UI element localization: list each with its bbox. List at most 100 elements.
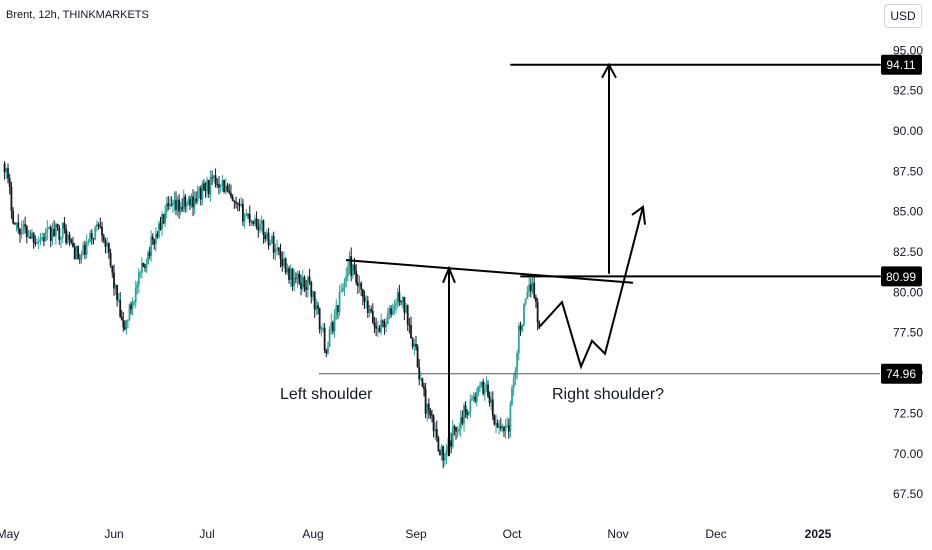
candle-body	[46, 228, 49, 233]
candle-body	[435, 429, 438, 438]
candle-body	[253, 218, 256, 224]
candle-body	[72, 242, 74, 248]
neckline	[345, 259, 634, 284]
candle-body	[538, 322, 541, 329]
projected-path-arrow-head	[631, 205, 646, 225]
candle-body	[10, 187, 13, 211]
candle-body	[378, 327, 381, 333]
symbol-title: Brent, 12h, THINKMARKETS	[6, 9, 149, 21]
candle-body	[262, 220, 265, 235]
candle-body	[443, 457, 446, 461]
candle-body	[480, 381, 483, 385]
candle-body	[272, 236, 275, 253]
candle-body	[151, 236, 154, 240]
candle-body	[195, 198, 198, 202]
candle-body	[212, 175, 215, 178]
candle-body	[440, 446, 443, 456]
candle-body	[68, 234, 71, 240]
candle-body	[204, 189, 207, 192]
candle-body	[526, 291, 529, 299]
candle-body	[406, 305, 409, 325]
candle-body	[411, 338, 414, 347]
candle-body	[434, 429, 437, 432]
candle-body	[383, 321, 386, 328]
candle-body	[317, 305, 319, 309]
candle-body	[209, 177, 212, 195]
candle-body	[401, 297, 404, 303]
candle-body	[322, 327, 324, 330]
candle-body	[323, 327, 326, 351]
candle-body	[193, 198, 196, 208]
candle-body	[90, 233, 93, 239]
candle-body	[451, 426, 454, 447]
candle-body	[458, 428, 461, 432]
left-shoulder-label: Left shoulder	[280, 386, 373, 403]
candle-body	[252, 220, 255, 224]
time-tick-label: Sep	[405, 527, 427, 541]
candle-body	[77, 246, 79, 259]
candle-body	[421, 378, 424, 387]
time-tick-label: Oct	[503, 527, 522, 541]
candle-body	[107, 243, 110, 253]
candle-body	[413, 344, 416, 347]
candle-body	[342, 287, 344, 292]
candle-body	[36, 242, 38, 245]
candle-body	[185, 202, 188, 207]
candle-body	[44, 232, 47, 242]
candle-body	[461, 417, 464, 424]
candle-body	[203, 183, 205, 190]
candle-body	[117, 300, 120, 301]
candle-body	[346, 266, 349, 277]
candle-body	[167, 203, 170, 206]
candle-body	[482, 381, 485, 394]
candle-body	[58, 227, 61, 240]
candle-body	[298, 273, 301, 284]
candle-body	[178, 199, 180, 212]
projected-path	[539, 206, 644, 370]
candle-body	[219, 185, 222, 188]
candle-body	[483, 389, 486, 394]
candle-body	[24, 224, 26, 227]
candle-body	[366, 300, 369, 313]
candle-body	[60, 237, 62, 240]
candle-body	[348, 256, 351, 267]
candle-body	[142, 262, 145, 267]
candle-body	[274, 248, 277, 253]
currency-button[interactable]: USD	[884, 4, 922, 28]
candle-body	[56, 223, 59, 228]
candle-body	[85, 242, 88, 255]
candle-body	[172, 203, 174, 206]
candle-body	[455, 427, 457, 432]
price-tick-label: 77.50	[893, 326, 923, 340]
candle-body	[5, 168, 8, 173]
right-shoulder-label: Right shoulder?	[552, 386, 664, 403]
candle-body	[296, 273, 299, 280]
candle-body	[224, 185, 227, 192]
candle-body	[335, 305, 338, 315]
candle-body	[99, 226, 102, 227]
candle-body	[114, 285, 117, 289]
candle-body	[41, 237, 44, 240]
candle-body	[312, 291, 314, 297]
candle-body	[509, 404, 512, 432]
candle-body	[153, 239, 156, 245]
candle-body	[265, 232, 268, 240]
candle-body	[381, 320, 384, 322]
candle-body	[233, 200, 236, 203]
candle-body	[291, 268, 294, 287]
candle-body	[154, 233, 157, 245]
measure-arrow-left-head	[442, 265, 456, 284]
candle-body	[82, 244, 85, 256]
candle-body	[493, 415, 496, 425]
candle-body	[418, 367, 421, 380]
candle-body	[31, 232, 33, 239]
candle-body	[111, 265, 114, 273]
candle-body	[288, 268, 290, 280]
price-tick-label: 95.00	[893, 43, 923, 57]
candle-body	[226, 185, 229, 192]
time-axis[interactable]: May Jun Jul Aug Sep Oct Nov Dec 2025	[0, 527, 832, 541]
candle-body	[521, 325, 524, 331]
candlestick-series	[3, 161, 541, 469]
candle-body	[376, 327, 379, 329]
